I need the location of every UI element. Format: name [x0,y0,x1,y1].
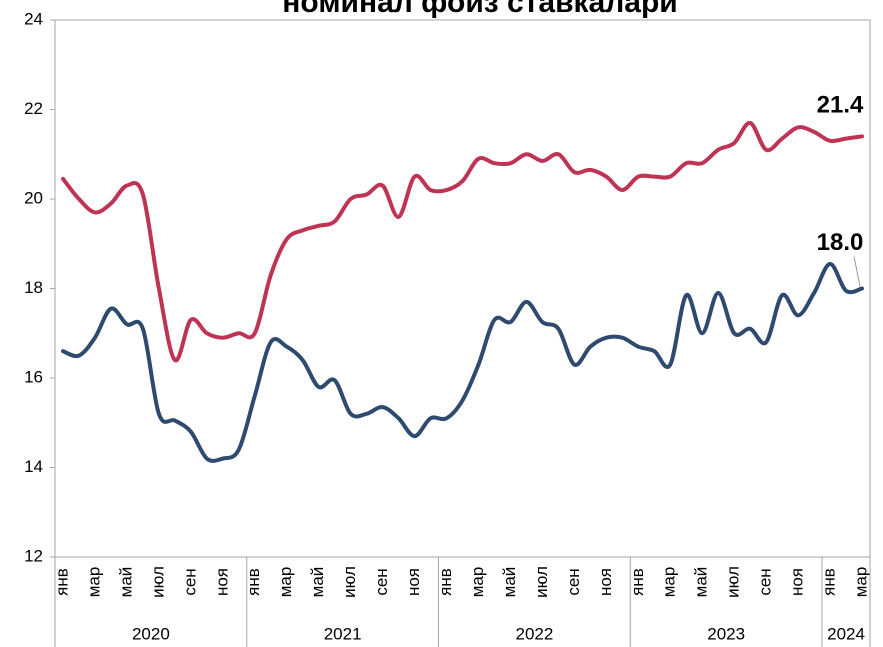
data-label: 21.4 [817,92,864,119]
x-tick-label: янв [52,568,71,596]
x-tick-label: ноя [212,568,231,596]
x-tick-label: июл [532,566,551,598]
x-tick-label: мар [468,567,487,598]
x-tick-label: май [116,567,135,598]
x-tick-label: сен [564,568,583,595]
x-tick-label: июл [148,566,167,598]
x-tick-label: мар [660,567,679,598]
x-tick-label: мар [276,567,295,598]
x-tick-label: май [500,567,519,598]
x-tick-label: май [692,567,711,598]
x-tick-label: янв [436,568,455,596]
series-line [60,120,865,363]
chart-title: номинал фоиз ставкалари [282,0,677,19]
x-tick-label: июл [724,566,743,598]
label-leader [853,256,861,287]
y-tick-label: 24 [24,9,43,28]
x-tick-label: мар [851,567,870,598]
x-group-label: 2024 [827,624,865,643]
x-tick-label: ноя [404,568,423,596]
data-label: 18.0 [817,229,864,256]
x-group-label: 2022 [515,624,553,643]
x-group-label: 2023 [707,624,745,643]
x-tick-label: июл [340,566,359,598]
x-tick-label: янв [244,568,263,596]
y-tick-label: 18 [24,278,43,297]
y-tick-label: 16 [24,367,43,386]
series-line [60,261,865,463]
y-tick-label: 12 [24,546,43,565]
x-tick-label: ноя [596,568,615,596]
x-group-label: 2021 [324,624,362,643]
x-tick-label: сен [372,568,391,595]
x-tick-label: сен [756,568,775,595]
x-tick-label: янв [820,568,839,596]
y-tick-label: 22 [24,99,43,118]
x-tick-label: май [308,567,327,598]
y-tick-label: 20 [24,188,43,207]
x-tick-label: сен [180,568,199,595]
y-tick-label: 14 [24,457,43,476]
x-tick-label: янв [628,568,647,596]
x-tick-label: мар [84,567,103,598]
plot-area [54,19,871,558]
x-tick-label: ноя [788,568,807,596]
x-group-label: 2020 [132,624,170,643]
